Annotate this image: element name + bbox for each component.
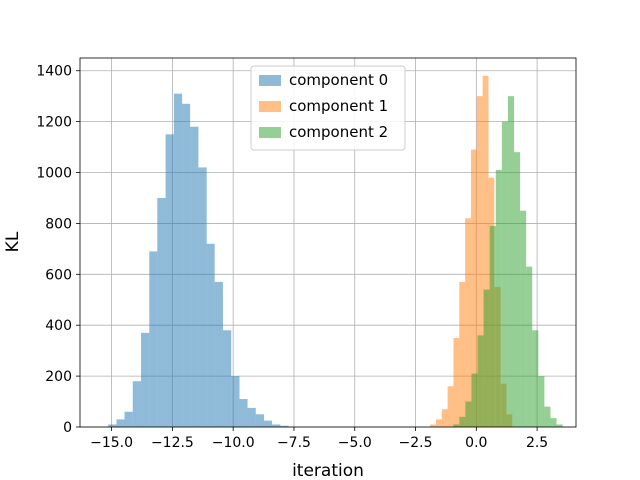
y-tick-label: 800 [45, 216, 72, 232]
x-tick-label: 0.0 [465, 435, 487, 451]
histogram-bar [477, 335, 484, 427]
y-axis-label: KL [3, 231, 23, 252]
y-axis-ticks: 0 200 400 600 800 1000 1200 1400 [36, 64, 80, 436]
histogram-bar [141, 332, 150, 427]
histogram-bar [280, 425, 289, 427]
histogram-bar [190, 126, 199, 428]
legend: component 0 component 1 component 2 [250, 65, 406, 151]
histogram-bar [495, 169, 502, 427]
histogram-bar [544, 406, 551, 427]
y-tick-label: 1400 [36, 64, 72, 80]
histogram-bar [501, 121, 508, 427]
histogram-bar [264, 420, 273, 427]
histogram-bar [430, 424, 436, 427]
x-tick-label: −10.0 [212, 435, 255, 451]
histogram-bar [239, 399, 248, 427]
histogram-bar [532, 330, 539, 427]
histogram-bar [459, 416, 466, 427]
histogram-bars [108, 75, 563, 428]
histogram-bar [483, 289, 490, 427]
histogram-bar [165, 134, 174, 427]
histogram-bar [453, 337, 460, 427]
histogram-bar [550, 418, 557, 427]
x-tick-label: 2.5 [526, 435, 548, 451]
legend-swatch [259, 75, 281, 86]
histogram-bar [214, 281, 223, 427]
histogram-bar [255, 414, 265, 427]
histogram-bar [470, 149, 477, 427]
histogram-bar [132, 381, 142, 427]
x-tick-label: −7.5 [277, 435, 311, 451]
series-0-bars [108, 93, 289, 428]
series-2-bars [453, 96, 563, 427]
histogram-bar [465, 401, 472, 427]
histogram-bar [514, 152, 521, 427]
histogram-bar [526, 266, 533, 427]
legend-box [250, 65, 406, 151]
histogram-bar [149, 251, 158, 427]
histogram-bar [447, 386, 454, 427]
histogram-bar [182, 103, 191, 428]
legend-label: component 2 [289, 123, 388, 141]
y-tick-label: 400 [45, 318, 72, 334]
histogram-bar [157, 197, 166, 427]
histogram-bar [435, 419, 442, 427]
histogram-bar [116, 419, 125, 427]
x-tick-label: −12.5 [151, 435, 194, 451]
x-axis-label: iteration [292, 461, 364, 480]
histogram-bar [453, 424, 460, 427]
x-tick-label: −2.5 [399, 435, 433, 451]
x-tick-label: −15.0 [90, 435, 133, 451]
x-axis-ticks: −15.0 −12.5 −10.0 −7.5 −5.0 −2.5 0.0 2.5 [90, 427, 548, 451]
histogram-bar [222, 330, 232, 427]
histogram-bar [476, 96, 483, 427]
histogram-bar [247, 407, 256, 427]
histogram-bar [124, 411, 133, 427]
legend-swatch [259, 101, 281, 112]
histogram-bar [538, 376, 545, 427]
legend-swatch [259, 127, 281, 138]
x-tick-label: −5.0 [338, 435, 372, 451]
histogram-bar [441, 409, 448, 427]
legend-label: component 1 [289, 97, 388, 115]
y-tick-label: 1200 [36, 115, 72, 131]
histogram-bar [272, 424, 281, 427]
histogram-bar [520, 210, 527, 427]
histogram-bar [556, 424, 563, 427]
histogram-bar [198, 167, 207, 427]
y-tick-label: 0 [63, 420, 72, 436]
plot-frame [79, 57, 577, 428]
histogram-bar [173, 93, 183, 427]
histogram-bar [459, 281, 466, 427]
y-tick-label: 200 [45, 369, 72, 385]
histogram-bar [231, 376, 240, 427]
histogram-bar [108, 424, 117, 427]
histogram-bar [471, 373, 478, 427]
legend-label: component 0 [289, 71, 388, 89]
histogram-bar [489, 225, 496, 427]
histogram-bar [465, 218, 471, 427]
y-tick-label: 600 [45, 267, 72, 283]
histogram-bar [507, 96, 514, 427]
y-tick-label: 1000 [36, 166, 72, 182]
histogram-bar [482, 75, 489, 428]
histogram-bar [206, 243, 215, 427]
